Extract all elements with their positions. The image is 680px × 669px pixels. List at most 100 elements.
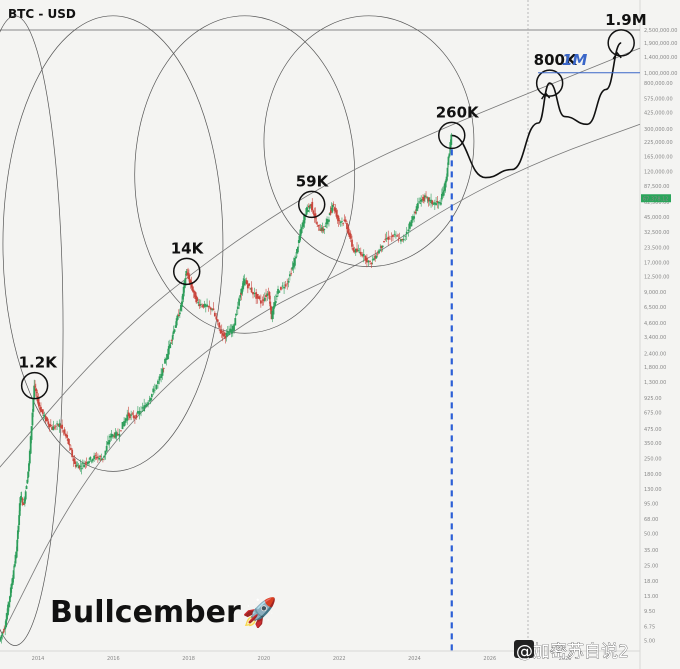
candle-body (208, 306, 211, 308)
candle-body (349, 233, 352, 239)
candle-body (236, 306, 239, 309)
candle-body (42, 415, 45, 416)
candle-body (327, 220, 329, 222)
candle-body (10, 583, 13, 589)
candle-body (102, 458, 104, 460)
candle-body (182, 286, 185, 297)
candle-body (168, 344, 171, 349)
candle-body (175, 318, 178, 326)
candle-body (253, 293, 256, 295)
candle-body (27, 471, 30, 478)
candle-body (195, 295, 198, 303)
candle-body (246, 284, 249, 289)
candle-body (290, 273, 293, 275)
candle-body (75, 465, 78, 467)
candle-body (30, 426, 33, 440)
candle-body (354, 249, 357, 253)
candle-body (448, 153, 451, 157)
candle-body (281, 285, 284, 287)
candle-body (328, 213, 331, 216)
candle-body (201, 305, 203, 307)
candle-body (70, 447, 72, 450)
y-tick-label: 1,400,000.00 (644, 55, 677, 61)
candle-body (401, 238, 404, 241)
candle-body (63, 429, 66, 434)
y-tick-label: 13.00 (644, 594, 658, 600)
candle-body (239, 294, 242, 298)
candle-body (331, 208, 334, 211)
candle-body (164, 359, 166, 364)
cycle-oval (2, 15, 224, 472)
candle-body (223, 332, 226, 335)
candle-body (275, 295, 278, 297)
peak-label: 1.2K (19, 354, 59, 372)
candle-body (223, 334, 225, 337)
candle-body (308, 206, 311, 209)
peak-label: 1.9M (605, 11, 647, 29)
y-tick-label: 32,500.00 (644, 230, 669, 236)
candle-body (207, 305, 210, 307)
candle-body (203, 303, 206, 307)
candle-body (33, 385, 36, 398)
candle-body (16, 539, 19, 552)
candle-body (337, 215, 340, 221)
candle-body (44, 416, 47, 422)
candle-body (250, 287, 253, 293)
y-tick-label: 6.75 (644, 625, 655, 631)
y-tick-label: 225,000.00 (644, 140, 673, 146)
candle-body (18, 515, 21, 525)
time-axis-ticks: 2014 2016 2018 2020 2022 2024 2026 2028 (32, 656, 572, 662)
candle-body (449, 142, 452, 150)
candle-body (224, 336, 227, 339)
candle-body (371, 259, 374, 261)
candle-body (96, 456, 99, 458)
candle-body (321, 227, 324, 231)
y-tick-label: 1,900,000.00 (644, 41, 677, 47)
candle-body (333, 207, 336, 211)
candle-body (148, 400, 151, 402)
candle-body (144, 405, 147, 408)
candle-body (244, 281, 247, 283)
candle-body (274, 300, 277, 304)
candle-body (37, 398, 40, 403)
candle-body (362, 253, 365, 257)
candle-body (104, 450, 107, 456)
candle-body (172, 330, 175, 334)
candle-body (351, 239, 353, 247)
lower-channel-line (0, 123, 641, 639)
candle-body (28, 463, 30, 472)
candle-body (418, 201, 421, 203)
candle-body (307, 209, 309, 212)
candle-body (270, 306, 273, 315)
candle-body (12, 570, 15, 579)
candle-body (1, 633, 4, 635)
candle-body (312, 210, 315, 214)
candle-body (222, 331, 225, 333)
candle-body (352, 247, 355, 251)
candle-body (295, 256, 297, 259)
candle-body (311, 201, 314, 211)
candle-body (230, 329, 233, 334)
candle-body (219, 330, 222, 334)
candle-body (3, 629, 6, 631)
candle-body (29, 436, 32, 454)
candle-body (118, 433, 121, 437)
candle-body (123, 421, 125, 427)
candle-body (19, 497, 22, 506)
candle-body (56, 423, 58, 425)
candle-body (62, 430, 65, 432)
candle-body (234, 318, 237, 326)
candle-body (396, 235, 399, 237)
candle-body (243, 279, 246, 286)
candle-body (190, 282, 193, 288)
candle-body (302, 220, 305, 227)
peak-circle (535, 69, 564, 97)
candle-body (284, 284, 287, 287)
candle-body (34, 385, 36, 387)
x-tick-label: 2018 (182, 656, 195, 662)
candle-body (61, 424, 64, 429)
candle-body (400, 239, 402, 242)
candle-body (235, 313, 238, 316)
candle-body (323, 229, 326, 231)
